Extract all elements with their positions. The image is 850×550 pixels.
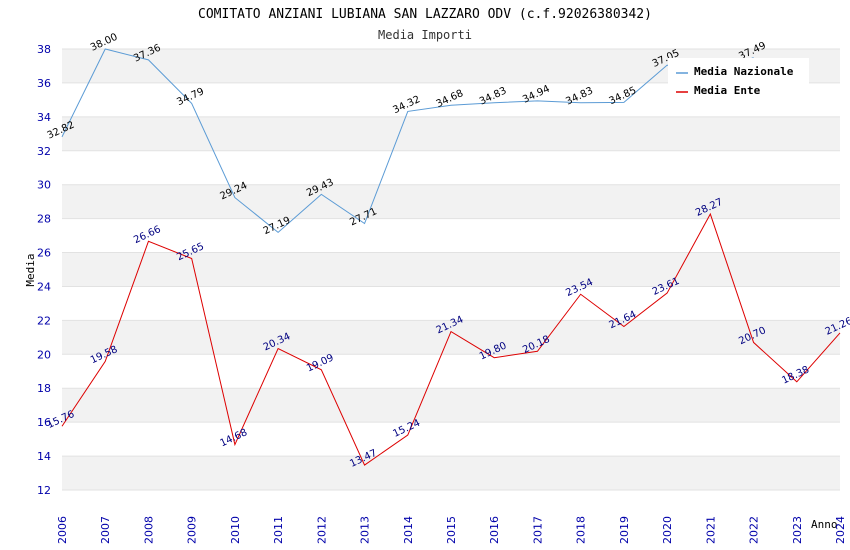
y-tick-label: 36 — [37, 77, 51, 90]
grid-band — [62, 388, 840, 423]
y-tick-label: 16 — [37, 416, 51, 429]
x-tick-label: 2022 — [748, 516, 761, 544]
x-tick-label: 2013 — [359, 516, 372, 544]
grid-band — [62, 422, 840, 457]
grid-bands — [62, 48, 840, 491]
x-tick-label: 2021 — [704, 516, 717, 544]
y-tick-label: 32 — [37, 145, 51, 158]
grid-band — [62, 218, 840, 253]
x-tick-label: 2016 — [488, 516, 501, 544]
y-tick-label: 20 — [37, 348, 51, 361]
x-tick-label: 2024 — [834, 516, 847, 544]
chart-subtitle: Media Importi — [378, 28, 472, 42]
y-tick-label: 34 — [37, 111, 51, 124]
y-axis-title: Media — [24, 253, 37, 286]
x-tick-label: 2018 — [575, 516, 588, 544]
y-tick-label: 28 — [37, 213, 51, 226]
chart-title: COMITATO ANZIANI LUBIANA SAN LAZZARO ODV… — [198, 7, 652, 22]
x-tick-label: 2014 — [402, 516, 415, 544]
y-axis-ticks: 12 14 16 18 20 22 24 26 28 30 32 34 36 38 — [37, 43, 51, 497]
y-tick-label: 18 — [37, 382, 51, 395]
x-tick-label: 2011 — [272, 516, 285, 544]
grid-band — [62, 456, 840, 490]
grid-band — [62, 150, 840, 185]
legend-label-ente: Media Ente — [694, 84, 761, 97]
x-tick-label: 2006 — [56, 516, 69, 544]
grid-band — [62, 320, 840, 355]
x-tick-label: 2023 — [791, 516, 804, 544]
y-tick-label: 24 — [37, 280, 51, 293]
y-tick-label: 26 — [37, 247, 51, 260]
x-tick-label: 2009 — [186, 516, 199, 544]
y-tick-label: 12 — [37, 484, 51, 497]
grid-band — [62, 286, 840, 321]
x-tick-label: 2008 — [142, 516, 155, 544]
series-line-media-ente — [61, 212, 841, 466]
y-tick-label: 30 — [37, 179, 51, 192]
x-tick-label: 2019 — [618, 516, 631, 544]
x-tick-label: 2010 — [229, 516, 242, 544]
series-lines — [61, 48, 841, 466]
series-line-media-nazionale — [61, 48, 754, 234]
grid-band — [62, 184, 840, 219]
legend: Media Nazionale Media Ente — [668, 58, 809, 101]
legend-box — [668, 58, 809, 101]
x-tick-label: 2007 — [99, 516, 112, 544]
x-tick-label: 2012 — [315, 516, 328, 544]
x-tick-label: 2017 — [531, 516, 544, 544]
y-tick-label: 14 — [37, 450, 51, 463]
x-tick-label: 2020 — [661, 516, 674, 544]
y-tick-label: 38 — [37, 43, 51, 56]
x-axis-title: Anno — [811, 518, 838, 531]
grid-band — [62, 116, 840, 151]
grid-band — [62, 354, 840, 389]
x-tick-label: 2015 — [445, 516, 458, 544]
x-axis-ticks: 2006 2007 2008 2009 2010 2011 2012 2013 2014 2015… — [56, 516, 847, 544]
legend-label-nazionale: Media Nazionale — [694, 65, 794, 78]
y-tick-label: 22 — [37, 314, 51, 327]
